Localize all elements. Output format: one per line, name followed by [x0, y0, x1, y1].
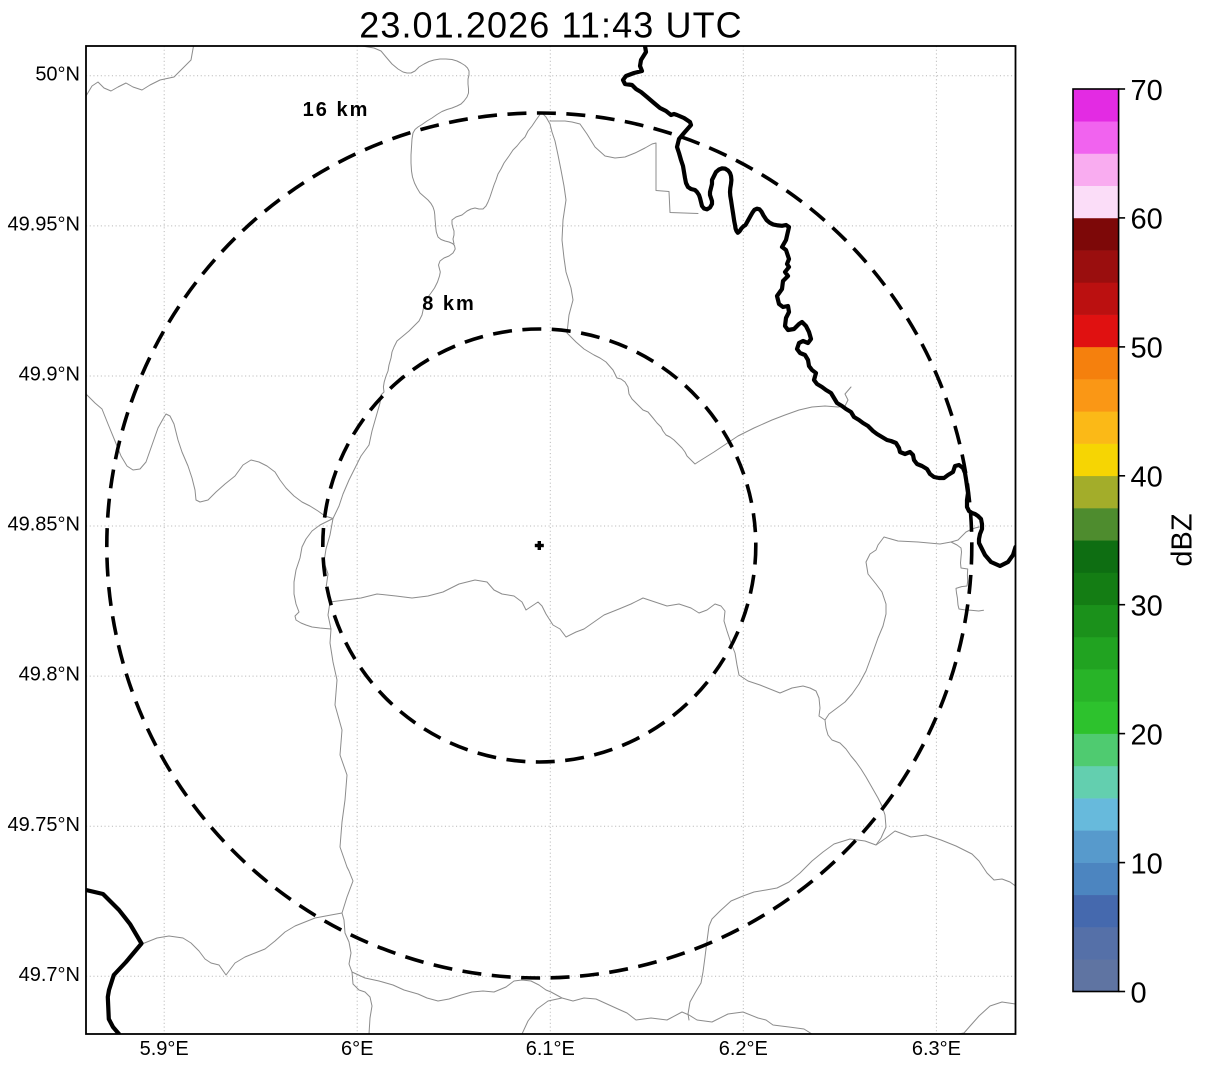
svg-text:49.7°N: 49.7°N — [19, 964, 80, 986]
svg-text:6.1°E: 6.1°E — [526, 1038, 575, 1060]
svg-text:70: 70 — [1131, 75, 1163, 107]
svg-text:49.8°N: 49.8°N — [19, 664, 80, 686]
svg-text:49.85°N: 49.85°N — [8, 514, 81, 536]
svg-text:30: 30 — [1131, 591, 1163, 623]
svg-text:49.95°N: 49.95°N — [8, 214, 81, 236]
svg-text:0: 0 — [1131, 977, 1147, 1009]
svg-text:10: 10 — [1131, 848, 1163, 880]
svg-text:49.75°N: 49.75°N — [8, 814, 81, 836]
svg-text:6.3°E: 6.3°E — [912, 1038, 961, 1060]
svg-text:40: 40 — [1131, 462, 1163, 494]
svg-text:6°E: 6°E — [341, 1038, 373, 1060]
svg-text:6.2°E: 6.2°E — [719, 1038, 768, 1060]
svg-text:20: 20 — [1131, 719, 1163, 751]
svg-text:60: 60 — [1131, 204, 1163, 236]
svg-text:49.9°N: 49.9°N — [19, 364, 80, 386]
svg-text:dBZ: dBZ — [1167, 513, 1199, 566]
svg-text:50: 50 — [1131, 333, 1163, 365]
svg-text:8 km: 8 km — [422, 293, 476, 315]
svg-text:16 km: 16 km — [303, 99, 370, 121]
svg-text:50°N: 50°N — [35, 63, 80, 85]
svg-text:23.01.2026 11:43 UTC: 23.01.2026 11:43 UTC — [359, 5, 743, 46]
svg-text:5.9°E: 5.9°E — [140, 1038, 189, 1060]
